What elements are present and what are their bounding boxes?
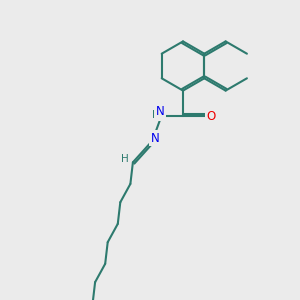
Text: N: N [155,105,164,118]
Text: O: O [207,110,216,123]
Text: H: H [121,154,128,164]
Text: H: H [152,110,159,120]
Text: N: N [150,132,159,145]
